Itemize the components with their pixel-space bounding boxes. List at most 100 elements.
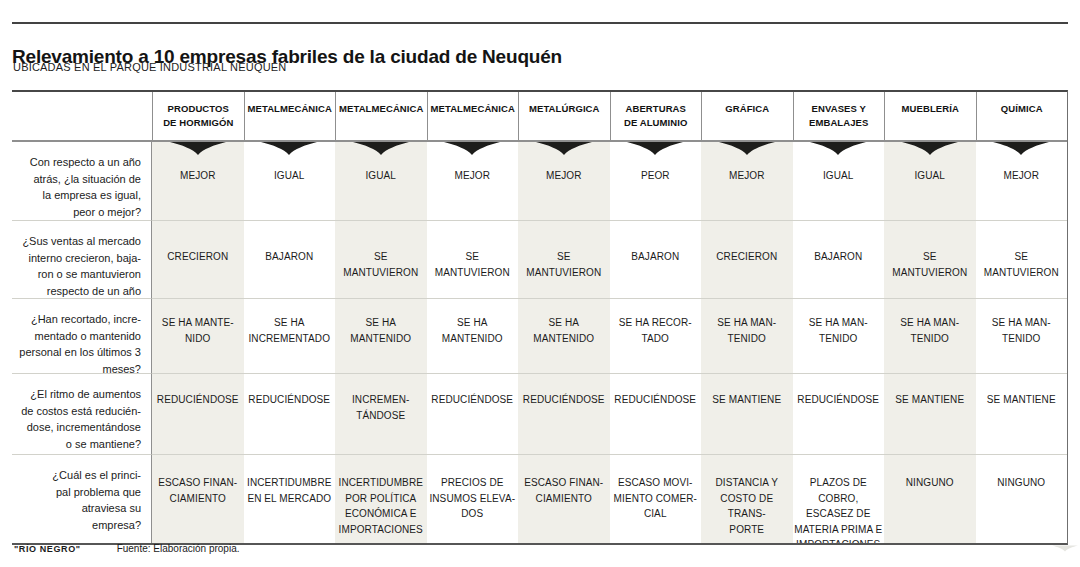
answer-text: REDUCIÉNDOSE: [248, 394, 330, 405]
answer-text: REDUCIÉNDOSE: [797, 394, 879, 405]
answer-text: PEOR: [641, 170, 670, 181]
chevron-down-icon: [627, 142, 683, 155]
answer-text: SE HA MAN- TENIDO: [900, 317, 959, 344]
answer-cell-r2-c6: BAJARON: [610, 220, 702, 298]
row-question-2: ¿Sus ventas al mercado interno crecieron…: [12, 220, 152, 298]
answer-cell-r2-c7: CRECIERON: [701, 220, 793, 298]
answer-text: NINGUNO: [906, 477, 954, 488]
answer-cell-r3-c8: SE HA MAN- TENIDO: [793, 298, 885, 373]
answer-text: INCREMEN- TÁNDOSE: [352, 394, 410, 421]
answer-cell-r3-c2: SE HA INCREMENTADO: [244, 298, 336, 373]
answer-cell-r1-c9: IGUAL: [884, 142, 976, 220]
column-header-10: QUÍMICA: [976, 92, 1068, 142]
column-header-7: GRÁFICA: [701, 92, 793, 142]
chevron-down-icon: [536, 142, 592, 155]
answer-cell-r4-c10: SE MANTIENE: [976, 373, 1068, 454]
answer-text: CRECIERON: [167, 251, 228, 262]
page-subtitle: UBICADAS EN EL PARQUE INDUSTRIAL NEUQUÉN: [13, 61, 286, 73]
answer-cell-r3-c4: SE HA MANTENIDO: [427, 298, 519, 373]
answer-cell-r5-c5: ESCASO FINAN- CIAMIENTO: [518, 454, 610, 543]
answer-cell-r3-c9: SE HA MAN- TENIDO: [884, 298, 976, 373]
answer-cell-r4-c8: REDUCIÉNDOSE: [793, 373, 885, 454]
answer-cell-r5-c1: ESCASO FINAN- CIAMIENTO: [152, 454, 244, 543]
answer-cell-r3-c5: SE HA MANTENIDO: [518, 298, 610, 373]
answer-text: REDUCIÉNDOSE: [431, 394, 513, 405]
answer-text: IGUAL: [365, 170, 396, 181]
footer: "RÍO NEGRO" Fuente: Elaboración propia.: [14, 543, 240, 554]
answer-cell-r4-c7: SE MANTIENE: [701, 373, 793, 454]
corner-chevron-down-icon: [1052, 542, 1078, 555]
chevron-down-icon: [444, 142, 500, 155]
column-header-4: METALMECÁNICA: [427, 92, 519, 142]
answer-cell-r3-c3: SE HA MANTENIDO: [335, 298, 427, 373]
column-header-1: PRODUCTOS DE HORMIGÓN: [152, 92, 244, 142]
row-question-4: ¿El ritmo de aumentos de costos está red…: [12, 373, 152, 454]
column-header-5: METALÚRGICA: [518, 92, 610, 142]
column-header-8: ENVASES Y EMBALAJES: [793, 92, 885, 142]
answer-text: BAJARON: [631, 251, 679, 262]
answer-text: MEJOR: [1004, 170, 1040, 181]
answer-text: SE HA MAN- TENIDO: [717, 317, 776, 344]
answer-text: SE HA MAN- TENIDO: [809, 317, 868, 344]
answer-cell-r1-c1: MEJOR: [152, 142, 244, 220]
answer-cell-r2-c4: SE MANTUVIERON: [427, 220, 519, 298]
answer-text: SE HA MANTENIDO: [442, 317, 503, 344]
answer-text: SE MANTUVIERON: [984, 251, 1059, 278]
answer-text: SE MANTIENE: [895, 394, 964, 405]
answer-cell-r1-c10: MEJOR: [976, 142, 1068, 220]
survey-table: PRODUCTOS DE HORMIGÓNMETALMECÁNICAMETALM…: [12, 90, 1068, 545]
answer-cell-r5-c8: PLAZOS DE COBRO, ESCASEZ DE MATERIA PRIM…: [793, 454, 885, 543]
answer-cell-r5-c10: NINGUNO: [976, 454, 1068, 543]
answer-cell-r1-c2: IGUAL: [244, 142, 336, 220]
answer-text: SE MANTUVIERON: [343, 251, 418, 278]
answer-text: IGUAL: [823, 170, 854, 181]
row-question-5: ¿Cuál es el princi- pal problema que atr…: [12, 454, 152, 543]
answer-cell-r1-c4: MEJOR: [427, 142, 519, 220]
answer-text: ESCASO FINAN- CIAMIENTO: [158, 477, 237, 504]
answer-text: PLAZOS DE COBRO, ESCASEZ DE MATERIA PRIM…: [794, 477, 882, 543]
answer-cell-r4-c6: REDUCIÉNDOSE: [610, 373, 702, 454]
chevron-down-icon: [353, 142, 409, 155]
chevron-down-icon: [719, 142, 775, 155]
answer-text: REDUCIÉNDOSE: [614, 394, 696, 405]
answer-cell-r5-c7: DISTANCIA Y COSTO DE TRANS- PORTE: [701, 454, 793, 543]
answer-cell-r1-c8: IGUAL: [793, 142, 885, 220]
answer-cell-r2-c1: CRECIERON: [152, 220, 244, 298]
answer-text: IGUAL: [914, 170, 945, 181]
answer-text: INCERTIDUMBRE EN EL MERCADO: [247, 477, 331, 504]
answer-text: SE HA MAN- TENIDO: [992, 317, 1051, 344]
answer-text: NINGUNO: [997, 477, 1045, 488]
answer-cell-r1-c6: PEOR: [610, 142, 702, 220]
answer-text: PRECIOS DE INSUMOS ELEVA- DOS: [429, 477, 515, 519]
answer-text: SE MANTUVIERON: [435, 251, 510, 278]
row-question-1: Con respecto a un año atrás, ¿la situaci…: [12, 142, 152, 220]
answer-text: SE HA INCREMENTADO: [248, 317, 330, 344]
answer-text: SE MANTIENE: [987, 394, 1056, 405]
answer-text: DISTANCIA Y COSTO DE TRANS- PORTE: [716, 477, 778, 535]
answer-cell-r5-c6: ESCASO MOVI- MIENTO COMER- CIAL: [610, 454, 702, 543]
chevron-down-icon: [993, 142, 1049, 155]
answer-text: SE HA MANTENIDO: [533, 317, 594, 344]
answer-cell-r4-c1: REDUCIÉNDOSE: [152, 373, 244, 454]
answer-text: BAJARON: [265, 251, 313, 262]
answer-text: MEJOR: [180, 170, 216, 181]
source-note: Fuente: Elaboración propia.: [117, 543, 240, 554]
answer-cell-r2-c2: BAJARON: [244, 220, 336, 298]
answer-cell-r4-c2: REDUCIÉNDOSE: [244, 373, 336, 454]
table-corner-cell: [12, 92, 152, 142]
answer-cell-r4-c3: INCREMEN- TÁNDOSE: [335, 373, 427, 454]
answer-cell-r1-c7: MEJOR: [701, 142, 793, 220]
answer-text: CRECIERON: [716, 251, 777, 262]
answer-cell-r2-c3: SE MANTUVIERON: [335, 220, 427, 298]
answer-cell-r5-c3: INCERTIDUMBRE POR POLÍTICA ECONÓMICA E I…: [335, 454, 427, 543]
answer-text: MEJOR: [729, 170, 765, 181]
answer-cell-r4-c9: SE MANTIENE: [884, 373, 976, 454]
chevron-down-icon: [261, 142, 317, 155]
answer-cell-r3-c6: SE HA RECOR- TADO: [610, 298, 702, 373]
answer-text: INCERTIDUMBRE POR POLÍTICA ECONÓMICA E I…: [339, 477, 423, 535]
answer-cell-r5-c4: PRECIOS DE INSUMOS ELEVA- DOS: [427, 454, 519, 543]
answer-cell-r4-c4: REDUCIÉNDOSE: [427, 373, 519, 454]
answer-cell-r3-c1: SE HA MANTE- NIDO: [152, 298, 244, 373]
answer-text: SE HA MANTE- NIDO: [162, 317, 234, 344]
answer-text: SE HA RECOR- TADO: [619, 317, 692, 344]
